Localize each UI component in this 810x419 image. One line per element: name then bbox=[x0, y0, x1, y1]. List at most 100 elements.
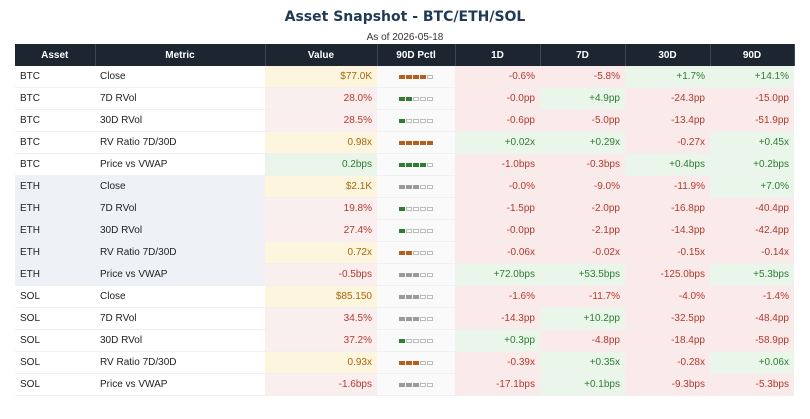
change-d30-cell: -4.0% bbox=[625, 285, 710, 308]
percentile-bar bbox=[412, 74, 419, 79]
percentile-bar bbox=[398, 162, 405, 167]
percentile-bar bbox=[398, 206, 405, 211]
value-cell: 37.2% bbox=[265, 329, 377, 352]
change-d90-cell: -40.4pp bbox=[710, 197, 794, 220]
value-cell: 0.93x bbox=[265, 351, 377, 374]
percentile-bar bbox=[398, 140, 405, 145]
percentile-bar bbox=[398, 74, 405, 79]
asset-cell: BTC bbox=[15, 109, 95, 132]
change-d90-cell: +7.0% bbox=[710, 175, 794, 198]
change-d90-cell: -5.3bps bbox=[710, 373, 794, 396]
table-row: BTC Price vs VWAP 0.2bps -1.0bps -0.3bps +0.4… bbox=[15, 153, 794, 176]
value-cell: 0.2bps bbox=[265, 153, 377, 176]
table-row: ETH RV Ratio 7D/30D 0.72x -0.06x -0.02x -0.15… bbox=[15, 241, 794, 264]
percentile-bar bbox=[419, 272, 426, 277]
percentile-bar bbox=[419, 250, 426, 255]
percentile-bars bbox=[398, 247, 434, 258]
change-d90-cell: +14.1% bbox=[710, 66, 794, 88]
asset-cell: BTC bbox=[15, 87, 95, 110]
percentile-bar bbox=[412, 272, 419, 277]
change-d30-cell: -0.27x bbox=[625, 131, 710, 154]
percentile-bar bbox=[398, 272, 405, 277]
table-row: ETH Price vs VWAP -0.5bps +72.0bps +53.5bps -… bbox=[15, 263, 794, 286]
metric-cell: Price vs VWAP bbox=[95, 263, 265, 286]
percentile-bar bbox=[398, 382, 405, 387]
metric-cell: RV Ratio 7D/30D bbox=[95, 351, 265, 374]
percentile-bar bbox=[405, 96, 412, 101]
percentile-bar bbox=[426, 140, 433, 145]
asset-cell: ETH bbox=[15, 219, 95, 242]
value-cell: 0.98x bbox=[265, 131, 377, 154]
change-d90-cell: -42.4pp bbox=[710, 219, 794, 242]
metric-cell: RV Ratio 7D/30D bbox=[95, 131, 265, 154]
change-d30-cell: -0.28x bbox=[625, 351, 710, 374]
percentile-bar bbox=[412, 360, 419, 365]
col-header-pctl[interactable]: 90D Pctl bbox=[377, 44, 456, 66]
percentile-bar bbox=[405, 316, 412, 321]
percentile-bar bbox=[419, 206, 426, 211]
percentile-bar bbox=[398, 250, 405, 255]
percentile-bar bbox=[412, 96, 419, 101]
percentile-bar bbox=[426, 382, 433, 387]
change-d7-cell: -0.3bps bbox=[540, 153, 625, 176]
col-header-metric[interactable]: Metric bbox=[95, 44, 266, 66]
metric-cell: Price vs VWAP bbox=[95, 373, 265, 396]
change-d7-cell: +0.29x bbox=[540, 131, 625, 154]
percentile-bars bbox=[398, 115, 434, 126]
value-cell: $77.0K bbox=[265, 66, 377, 88]
percentile-cell bbox=[377, 241, 455, 264]
percentile-bar bbox=[426, 272, 433, 277]
percentile-bar bbox=[426, 316, 433, 321]
percentile-bar bbox=[412, 162, 419, 167]
metric-cell: 30D RVol bbox=[95, 219, 265, 242]
metric-cell: Close bbox=[95, 66, 265, 88]
change-d7-cell: +0.1bps bbox=[540, 373, 625, 396]
percentile-bar bbox=[405, 228, 412, 233]
percentile-bar bbox=[426, 250, 433, 255]
percentile-bar bbox=[405, 162, 412, 167]
percentile-bars bbox=[398, 159, 434, 170]
percentile-bar bbox=[405, 272, 412, 277]
percentile-bar bbox=[398, 118, 405, 123]
change-d1-cell: +0.3pp bbox=[455, 329, 540, 352]
percentile-bar bbox=[398, 184, 405, 189]
col-header-90d[interactable]: 90D bbox=[710, 44, 795, 66]
percentile-bars bbox=[398, 137, 434, 148]
col-header-value[interactable]: Value bbox=[265, 44, 378, 66]
percentile-bar bbox=[419, 360, 426, 365]
asset-cell: SOL bbox=[15, 373, 95, 396]
col-header-1d[interactable]: 1D bbox=[455, 44, 541, 66]
table-body: BTC Close $77.0K -0.6% -5.8% +1.7% +14.1% BTC 7D… bbox=[15, 66, 794, 396]
page-title: Asset Snapshot - BTC/ETH/SOL bbox=[284, 9, 526, 25]
metric-cell: 7D RVol bbox=[95, 87, 265, 110]
change-d90-cell: -48.4pp bbox=[710, 307, 794, 330]
col-header-asset[interactable]: Asset bbox=[15, 44, 96, 66]
change-d30-cell: +1.7% bbox=[625, 66, 710, 88]
asset-cell: SOL bbox=[15, 285, 95, 308]
metric-cell: RV Ratio 7D/30D bbox=[95, 241, 265, 264]
col-header-30d[interactable]: 30D bbox=[625, 44, 711, 66]
percentile-bar bbox=[419, 118, 426, 123]
change-d7-cell: -2.1pp bbox=[540, 219, 625, 242]
change-d7-cell: -0.02x bbox=[540, 241, 625, 264]
change-d1-cell: -0.06x bbox=[455, 241, 540, 264]
percentile-cell bbox=[377, 87, 455, 110]
change-d30-cell: -125.0bps bbox=[625, 263, 710, 286]
percentile-bar bbox=[405, 294, 412, 299]
as-of-date: As of 2026-05-18 bbox=[366, 32, 444, 43]
change-d1-cell: -0.0pp bbox=[455, 219, 540, 242]
col-header-7d[interactable]: 7D bbox=[540, 44, 626, 66]
percentile-bar bbox=[419, 338, 426, 343]
change-d30-cell: -13.4pp bbox=[625, 109, 710, 132]
percentile-bar bbox=[405, 74, 412, 79]
percentile-bars bbox=[398, 335, 434, 346]
percentile-bar bbox=[419, 96, 426, 101]
percentile-cell bbox=[377, 153, 455, 176]
table-row: SOL 30D RVol 37.2% +0.3pp -4.8pp -18.4pp -58.9… bbox=[15, 329, 794, 352]
change-d90-cell: -51.9pp bbox=[710, 109, 794, 132]
table-row: ETH 30D RVol 27.4% -0.0pp -2.1pp -14.3pp -42.4… bbox=[15, 219, 794, 242]
asset-cell: BTC bbox=[15, 153, 95, 176]
change-d30-cell: -24.3pp bbox=[625, 87, 710, 110]
change-d1-cell: -0.6% bbox=[455, 66, 540, 88]
percentile-bar bbox=[426, 206, 433, 211]
